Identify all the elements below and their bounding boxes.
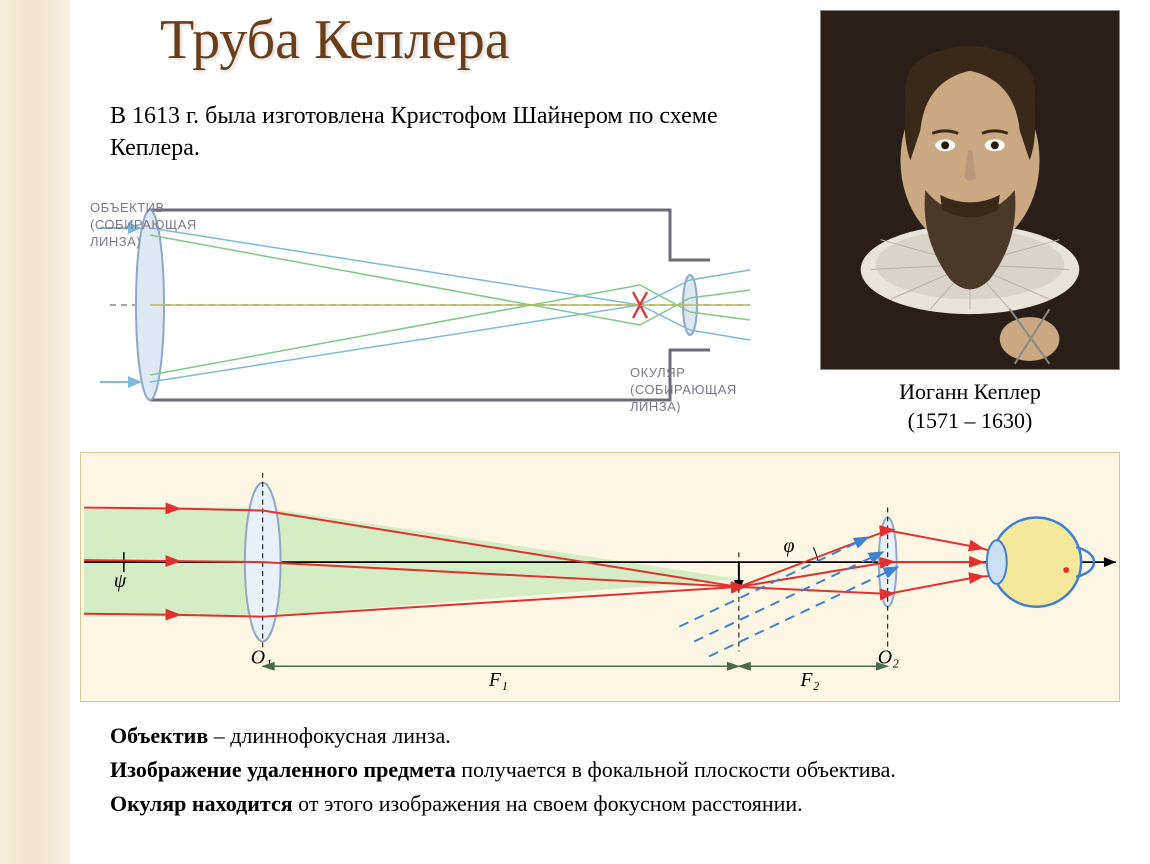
phi-label: φ [784, 535, 795, 557]
slide-title: Труба Кеплера [160, 8, 510, 72]
d1-obj-l1: ОБЪЕКТИВ [90, 200, 165, 215]
kepler-portrait [820, 10, 1120, 370]
d1-eye-l1: ОКУЛЯР [630, 365, 685, 380]
d1-eye-l3: ЛИНЗА) [630, 399, 681, 414]
line1-bold: Объектив [110, 723, 208, 748]
line2-rest: получается в фокальной плоскости объекти… [456, 757, 896, 782]
eye-icon [987, 517, 1094, 606]
diagram-telescope-schematic: ОБЪЕКТИВ (СОБИРАЮЩАЯ ЛИНЗА) ОКУЛЯР (СОБИ… [90, 180, 790, 430]
bottom-text: Объектив – длиннофокусная линза. Изображ… [110, 720, 1100, 822]
f1-label: F₁ [488, 669, 508, 691]
line1-rest: – длиннофокусная линза. [208, 723, 451, 748]
line2-bold: Изображение удаленного предмета [110, 757, 456, 782]
intro-text: В 1613 г. была изготовлена Кристофом Шай… [110, 100, 770, 165]
d1-obj-l3: ЛИНЗА) [90, 234, 141, 249]
d1-obj-l2: (СОБИРАЮЩАЯ [90, 217, 197, 232]
d1-eye-l2: (СОБИРАЮЩАЯ [630, 382, 737, 397]
line3-bold: Окуляр находится [110, 791, 293, 816]
portrait-years: (1571 – 1630) [908, 408, 1033, 433]
diagram-ray-with-eye: ψ O₁ O₂ φ [80, 452, 1120, 702]
portrait-name: Иоганн Кеплер [899, 379, 1041, 404]
portrait-caption: Иоганн Кеплер (1571 – 1630) [820, 378, 1120, 435]
f2-label: F₂ [799, 669, 819, 691]
side-decoration [0, 0, 70, 864]
psi-label: ψ [114, 570, 127, 592]
o1-label: O₁ [251, 646, 272, 668]
o2-label: O₂ [878, 646, 899, 668]
line3-rest: от этого изображения на своем фокусном р… [293, 791, 803, 816]
